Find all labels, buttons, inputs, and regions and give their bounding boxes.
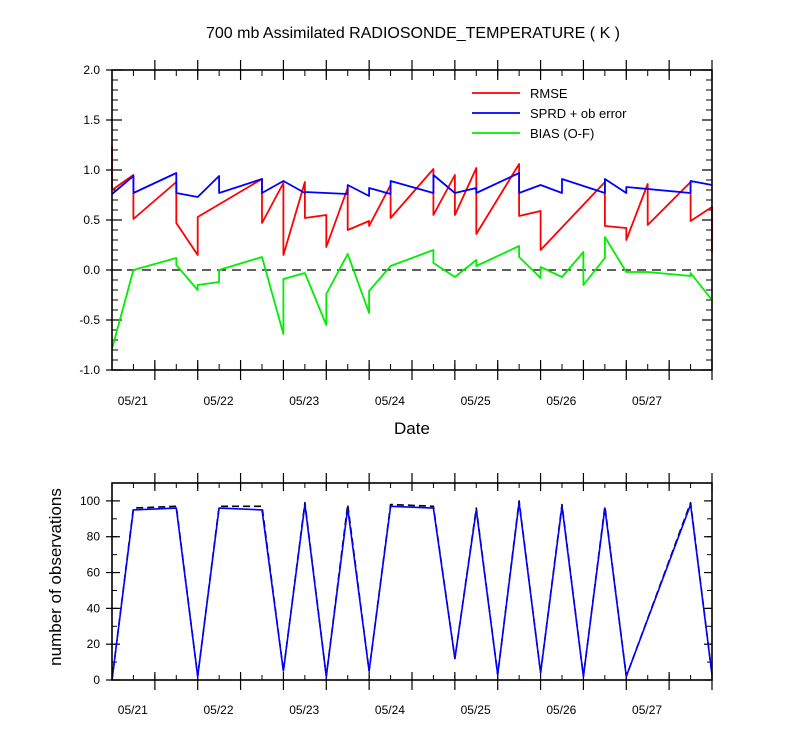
top-panel: 700 mb Assimilated RADIOSONDE_TEMPERATUR… bbox=[79, 25, 713, 438]
x-tick-label: 05/24 bbox=[375, 394, 405, 408]
legend-label-rmse: RMSE bbox=[530, 86, 568, 101]
y-tick-label: 100 bbox=[80, 494, 100, 508]
x-tick-label: 05/25 bbox=[461, 394, 491, 408]
x-tick-label: 05/27 bbox=[632, 703, 662, 717]
y-tick-label: 0 bbox=[93, 673, 100, 687]
x-tick-label: 05/22 bbox=[203, 703, 233, 717]
x-tick-label: 05/27 bbox=[632, 394, 662, 408]
x-tick-label: 05/21 bbox=[118, 703, 148, 717]
top-plot-frame bbox=[111, 69, 713, 371]
x-tick-label: 05/22 bbox=[203, 394, 233, 408]
x-axis-title: Date bbox=[394, 419, 430, 438]
bottom-x-tick-labels: 05/21 05/22 05/23 05/24 05/25 05/26 05/2… bbox=[118, 703, 663, 717]
y-tick-label: 1.0 bbox=[83, 163, 100, 177]
series-line-assimilated-obs bbox=[111, 501, 713, 681]
y-tick-label: 0.5 bbox=[83, 213, 100, 227]
top-x-tick-labels: 05/21 05/22 05/23 05/24 05/25 05/26 05/2… bbox=[118, 394, 663, 408]
bottom-panel: 0 20 40 60 80 100 05/21 05/22 05/23 05/2… bbox=[46, 473, 713, 717]
y-tick-label: 60 bbox=[87, 566, 101, 580]
bottom-y-tick-labels: 0 20 40 60 80 100 bbox=[80, 494, 100, 687]
x-tick-label: 05/26 bbox=[546, 703, 576, 717]
y-tick-label: 20 bbox=[87, 637, 101, 651]
legend: RMSE SPRD + ob error BIAS (O-F) bbox=[472, 86, 627, 141]
y-axis-title: number of observations bbox=[46, 488, 65, 666]
x-tick-label: 05/26 bbox=[546, 394, 576, 408]
legend-label-sprd: SPRD + ob error bbox=[530, 106, 627, 121]
y-tick-label: 2.0 bbox=[83, 63, 100, 77]
series-line-rmse bbox=[111, 146, 713, 256]
y-tick-label: 40 bbox=[87, 601, 101, 615]
chart-title: 700 mb Assimilated RADIOSONDE_TEMPERATUR… bbox=[206, 25, 620, 42]
bottom-plot-frame bbox=[111, 482, 713, 681]
y-tick-label: 0.0 bbox=[83, 263, 100, 277]
y-tick-label: -1.0 bbox=[79, 363, 100, 377]
series-line-possible-obs bbox=[111, 500, 713, 681]
x-tick-label: 05/23 bbox=[289, 394, 319, 408]
legend-label-bias: BIAS (O-F) bbox=[530, 126, 594, 141]
y-tick-label: 1.5 bbox=[83, 113, 100, 127]
top-y-tick-labels: -1.0 -0.5 0.0 0.5 1.0 1.5 2.0 bbox=[79, 63, 100, 377]
x-tick-label: 05/24 bbox=[375, 703, 405, 717]
x-tick-label: 05/23 bbox=[289, 703, 319, 717]
x-tick-label: 05/25 bbox=[461, 703, 491, 717]
y-tick-label: -0.5 bbox=[79, 313, 100, 327]
x-tick-label: 05/21 bbox=[118, 394, 148, 408]
series-line-bias bbox=[111, 236, 713, 350]
y-tick-label: 80 bbox=[87, 530, 101, 544]
series-line-sprd bbox=[111, 172, 713, 198]
